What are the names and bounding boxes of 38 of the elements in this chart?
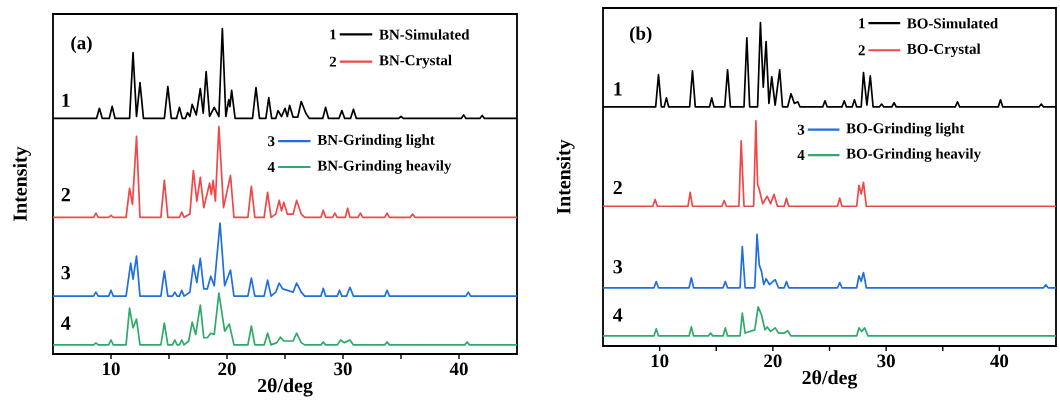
annotation: (a): [71, 36, 92, 54]
x-axis-title: 2θ/deg: [802, 370, 858, 389]
text: 1: [859, 18, 865, 29]
legend-label: BO-Grinding light: [846, 122, 965, 137]
annotation: 1: [614, 82, 622, 96]
legend-label: BN-Grinding heavily: [317, 160, 452, 174]
x-tick-label: 30: [334, 362, 352, 376]
legend-label: BO-Simulated: [907, 17, 998, 29]
text: 4: [267, 162, 275, 172]
y-axis-title: Intensity: [556, 139, 575, 214]
annotation: 4: [613, 308, 623, 322]
text: 4: [797, 150, 805, 160]
annotation: 1: [62, 93, 70, 107]
text: 2: [329, 56, 337, 67]
legend-label: BO-Grinding heavily: [846, 148, 981, 162]
y-axis-title: Intensity: [12, 146, 31, 221]
legend-label: BO-Crystal: [907, 43, 981, 58]
annotation: 2: [613, 180, 622, 195]
text: 3: [797, 124, 805, 135]
text: 1: [330, 29, 336, 40]
annotation: 2: [61, 187, 70, 202]
annotation: (b): [630, 26, 652, 44]
legend-label: BN-Simulated: [379, 29, 470, 40]
x-tick-label: 20: [218, 362, 236, 376]
x-axis-title: 2θ/deg: [257, 378, 313, 397]
annotation: 4: [61, 316, 71, 330]
legend-label: BN-Crystal: [379, 54, 452, 69]
x-tick-label: 40: [449, 362, 468, 376]
text: 3: [268, 136, 275, 147]
legend-label: BN-Grinding light: [317, 134, 435, 148]
annotation: 3: [613, 260, 623, 274]
x-tick-label: 10: [651, 354, 669, 368]
text: 2: [858, 45, 865, 56]
annotation: 3: [61, 265, 71, 280]
x-tick-label: 30: [877, 354, 895, 368]
x-tick-label: 20: [764, 354, 782, 368]
x-tick-label: 10: [103, 362, 120, 376]
x-tick-label: 40: [990, 354, 1009, 368]
